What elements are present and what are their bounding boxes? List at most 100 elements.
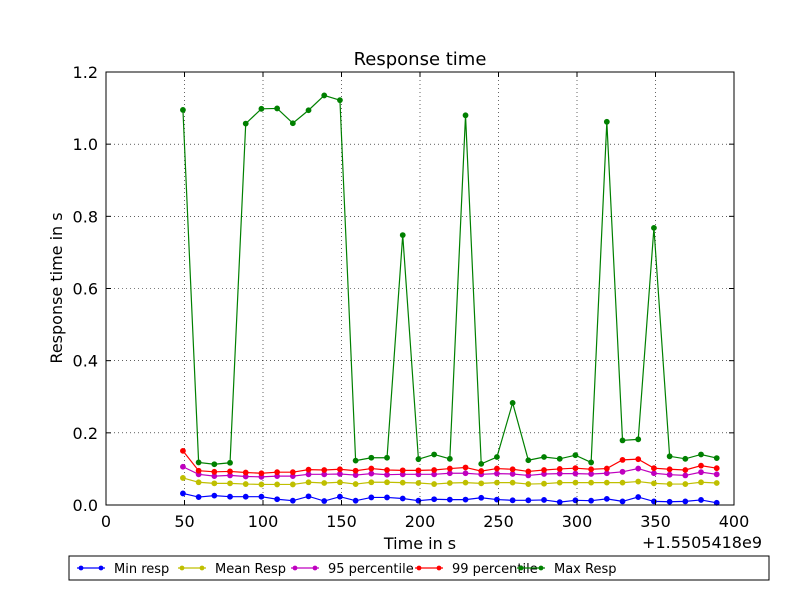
data-point-mean-resp	[258, 481, 265, 488]
legend-marker	[518, 565, 524, 571]
data-point-max-resp	[635, 436, 642, 443]
data-point-95-percentile	[180, 463, 186, 470]
data-point-max-resp	[682, 455, 689, 462]
data-point-min-resp	[462, 496, 469, 503]
y-tick-label: 1.2	[73, 63, 98, 82]
chart-title: Response time	[354, 49, 487, 70]
data-point-mean-resp	[635, 478, 642, 485]
data-point-mean-resp	[180, 475, 186, 481]
data-point-99-percentile	[588, 466, 595, 473]
data-point-min-resp	[211, 492, 218, 499]
data-point-99-percentile	[619, 456, 626, 463]
data-point-99-percentile	[603, 465, 610, 472]
x-tick-label: 150	[326, 512, 357, 531]
data-point-mean-resp	[556, 479, 563, 486]
y-axis-title: Response time in s	[47, 212, 66, 363]
data-point-mean-resp	[384, 479, 390, 486]
data-point-95-percentile	[666, 471, 673, 478]
data-point-mean-resp	[337, 479, 343, 486]
data-point-min-resp	[258, 493, 265, 500]
data-point-min-resp	[556, 499, 563, 506]
data-point-mean-resp	[321, 480, 328, 486]
data-point-95-percentile	[337, 471, 343, 477]
data-point-max-resp	[384, 454, 390, 461]
data-point-min-resp	[525, 497, 532, 504]
x-axis-offset-label: +1.5505418e9	[642, 533, 762, 552]
data-point-mean-resp	[509, 479, 516, 486]
data-point-min-resp	[289, 497, 296, 504]
x-tick-label: 300	[562, 512, 593, 531]
data-point-99-percentile	[635, 456, 642, 463]
data-point-95-percentile	[462, 470, 469, 477]
legend-item-mean-resp: Mean Resp	[178, 562, 286, 577]
data-point-max-resp	[509, 399, 516, 406]
data-point-mean-resp	[399, 479, 406, 486]
data-point-min-resp	[431, 496, 438, 503]
data-point-min-resp	[305, 493, 312, 500]
data-point-99-percentile	[572, 465, 579, 472]
data-point-min-resp	[682, 498, 689, 505]
x-tick-label: 50	[174, 512, 194, 531]
legend-marker	[436, 565, 442, 571]
data-point-min-resp	[478, 494, 485, 501]
data-point-max-resp	[431, 451, 438, 458]
legend-item-max-resp: Max Resp	[517, 562, 616, 577]
series-95-percentile	[180, 463, 720, 480]
data-point-95-percentile	[635, 465, 642, 472]
data-point-mean-resp	[289, 481, 296, 488]
data-point-min-resp	[368, 494, 375, 501]
data-point-mean-resp	[588, 479, 595, 486]
data-point-max-resp	[651, 224, 657, 231]
data-point-max-resp	[462, 112, 469, 119]
data-point-mean-resp	[713, 480, 720, 486]
data-point-max-resp	[180, 106, 186, 113]
data-point-min-resp	[242, 493, 249, 500]
y-tick-label: 0.2	[73, 424, 98, 443]
data-point-99-percentile	[556, 466, 563, 472]
data-point-min-resp	[399, 495, 406, 502]
data-point-max-resp	[399, 232, 406, 238]
data-point-max-resp	[446, 455, 453, 462]
data-point-max-resp	[211, 461, 218, 468]
data-point-mean-resp	[462, 479, 469, 486]
data-point-99-percentile	[321, 467, 328, 473]
data-point-99-percentile	[242, 469, 249, 476]
data-point-99-percentile	[509, 466, 516, 473]
data-point-max-resp	[368, 454, 375, 461]
data-point-mean-resp	[446, 480, 453, 486]
data-point-99-percentile	[462, 464, 469, 471]
data-point-min-resp	[588, 497, 595, 504]
x-tick-label: 200	[405, 512, 436, 531]
data-point-99-percentile	[446, 465, 453, 472]
legend-marker	[538, 565, 544, 571]
series-max-resp	[180, 92, 720, 468]
data-point-min-resp	[619, 498, 626, 505]
series-mean-resp	[180, 475, 720, 488]
data-point-max-resp	[666, 453, 673, 460]
legend-item-99-percentile: 99 percentile	[415, 562, 538, 577]
data-point-mean-resp	[541, 480, 547, 487]
data-point-min-resp	[384, 494, 390, 501]
legend-label: 99 percentile	[452, 562, 538, 577]
data-point-95-percentile	[494, 470, 500, 477]
legend-marker	[416, 565, 422, 571]
data-point-max-resp	[337, 97, 343, 104]
data-point-max-resp	[713, 455, 720, 461]
data-point-min-resp	[227, 493, 233, 500]
data-point-95-percentile	[305, 471, 312, 478]
data-point-max-resp	[258, 105, 265, 112]
data-point-95-percentile	[682, 472, 689, 479]
data-point-mean-resp	[478, 480, 485, 487]
data-point-95-percentile	[509, 471, 516, 477]
legend-item-95-percentile: 95 percentile	[291, 562, 414, 577]
data-point-99-percentile	[478, 468, 485, 474]
data-point-mean-resp	[603, 479, 610, 486]
data-point-max-resp	[588, 459, 595, 466]
series-min-resp	[180, 490, 720, 506]
data-point-99-percentile	[525, 468, 532, 475]
x-tick-label: 100	[248, 512, 279, 531]
data-point-mean-resp	[352, 481, 359, 487]
data-point-max-resp	[541, 454, 547, 460]
data-point-99-percentile	[651, 465, 657, 472]
data-point-95-percentile	[603, 470, 610, 477]
